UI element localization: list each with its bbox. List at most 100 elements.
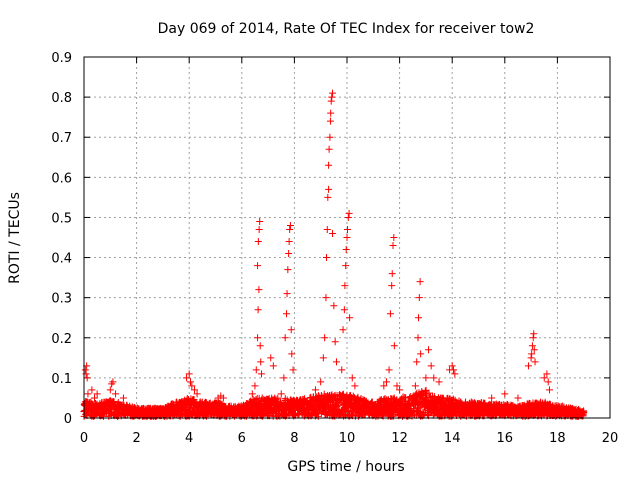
data-point bbox=[219, 394, 227, 402]
data-point bbox=[416, 278, 424, 286]
data-point bbox=[380, 382, 388, 390]
data-point bbox=[344, 213, 352, 221]
data-point bbox=[546, 386, 554, 394]
data-point bbox=[267, 354, 275, 362]
data-point bbox=[258, 370, 266, 378]
data-point bbox=[91, 394, 99, 402]
data-point bbox=[109, 378, 117, 386]
data-point bbox=[112, 390, 120, 398]
x-tick-label: 0 bbox=[80, 431, 88, 446]
data-point bbox=[430, 374, 438, 382]
data-point bbox=[327, 109, 335, 117]
data-point bbox=[119, 394, 127, 402]
data-point bbox=[257, 358, 265, 366]
data-point bbox=[411, 382, 419, 390]
data-point bbox=[193, 390, 201, 398]
data-point bbox=[559, 402, 567, 410]
data-point bbox=[386, 310, 394, 318]
data-point bbox=[425, 346, 433, 354]
data-point bbox=[415, 314, 423, 322]
data-point bbox=[528, 342, 536, 350]
data-point bbox=[339, 326, 347, 334]
data-point bbox=[190, 386, 198, 394]
data-point bbox=[254, 238, 262, 246]
data-point bbox=[501, 390, 509, 398]
data-point bbox=[340, 306, 348, 314]
data-point bbox=[83, 374, 91, 382]
data-point bbox=[344, 225, 352, 233]
data-point bbox=[185, 370, 193, 378]
data-point bbox=[325, 185, 333, 193]
data-point bbox=[311, 386, 319, 394]
data-point bbox=[277, 390, 285, 398]
data-point bbox=[287, 326, 295, 334]
data-point bbox=[255, 225, 263, 233]
data-point bbox=[329, 89, 337, 97]
data-point bbox=[451, 370, 459, 378]
data-point bbox=[319, 354, 327, 362]
x-tick-label: 20 bbox=[602, 431, 619, 446]
chart-title: Day 069 of 2014, Rate Of TEC Index for r… bbox=[158, 21, 535, 37]
data-point bbox=[390, 234, 398, 241]
baseline-point bbox=[190, 396, 198, 404]
data-point bbox=[580, 408, 588, 416]
data-point bbox=[488, 394, 496, 402]
data-point bbox=[84, 390, 92, 398]
axis-ticks: 0 2 4 6 8 10 12 14 16 18 20 0 0.1 0.2 0.3 0.4 0.5 0.6 0.7 0… bbox=[51, 51, 618, 446]
y-tick-label: 0.2 bbox=[51, 332, 72, 347]
data-point bbox=[413, 358, 421, 366]
data-point bbox=[332, 358, 340, 366]
data-point bbox=[106, 386, 114, 394]
data-point bbox=[322, 294, 330, 302]
data-point bbox=[514, 394, 522, 402]
data-point bbox=[448, 362, 456, 370]
data-point bbox=[388, 282, 396, 290]
data-point bbox=[321, 334, 329, 342]
data-point bbox=[283, 310, 291, 318]
data-point bbox=[323, 225, 331, 233]
data-point bbox=[351, 382, 359, 390]
data-point bbox=[527, 354, 535, 362]
x-axis-label: GPS time / hours bbox=[287, 459, 404, 475]
y-tick-label: 0 bbox=[64, 412, 72, 427]
x-tick-label: 16 bbox=[497, 431, 514, 446]
data-point bbox=[396, 386, 404, 394]
x-tick-label: 14 bbox=[444, 431, 461, 446]
data-point bbox=[280, 374, 288, 382]
data-point bbox=[450, 366, 458, 374]
data-point bbox=[389, 242, 397, 250]
data-point bbox=[251, 382, 259, 390]
data-point bbox=[317, 378, 325, 386]
noise-floor-points bbox=[80, 386, 588, 420]
data-point bbox=[382, 378, 390, 386]
data-point bbox=[88, 386, 96, 394]
data-point bbox=[81, 366, 89, 374]
x-tick-label: 4 bbox=[185, 431, 193, 446]
x-tick-label: 2 bbox=[132, 431, 140, 446]
data-point bbox=[414, 334, 422, 342]
x-tick-label: 6 bbox=[238, 431, 246, 446]
x-tick-label: 18 bbox=[549, 431, 566, 446]
data-point bbox=[286, 221, 294, 229]
data-point bbox=[543, 370, 551, 378]
data-point bbox=[390, 342, 398, 350]
data-point bbox=[427, 362, 435, 370]
y-tick-label: 0.3 bbox=[51, 292, 72, 307]
data-point bbox=[330, 302, 338, 310]
data-point bbox=[248, 390, 256, 398]
y-tick-label: 0.6 bbox=[51, 171, 72, 186]
data-point bbox=[325, 145, 333, 153]
y-tick-label: 0.4 bbox=[51, 252, 72, 267]
data-point bbox=[528, 350, 536, 358]
data-point bbox=[252, 366, 260, 374]
data-point bbox=[285, 250, 293, 258]
data-point bbox=[325, 161, 333, 169]
data-point bbox=[326, 133, 334, 141]
data-point bbox=[254, 334, 262, 342]
data-point bbox=[343, 234, 351, 241]
data-point bbox=[529, 334, 537, 342]
data-point bbox=[284, 266, 292, 274]
data-point bbox=[393, 382, 401, 390]
data-point bbox=[530, 330, 538, 338]
